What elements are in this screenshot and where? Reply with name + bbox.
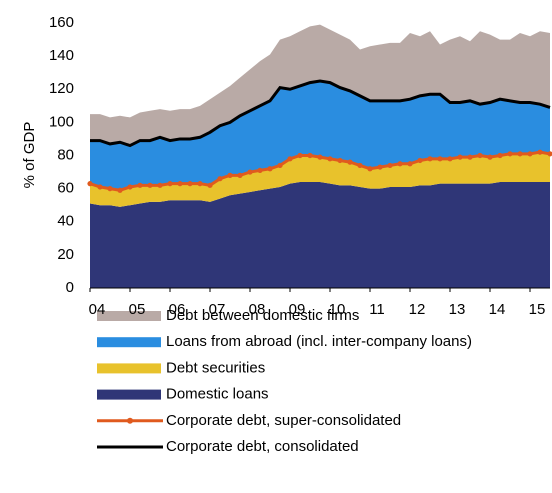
marker — [537, 149, 543, 155]
marker — [117, 187, 123, 193]
x-tick-label: 15 — [529, 301, 546, 318]
legend-label: Corporate debt, super-consolidated — [166, 412, 401, 429]
legend-label: Corporate debt, consolidated — [166, 438, 359, 455]
x-tick-label: 08 — [249, 301, 266, 318]
marker — [207, 182, 213, 188]
marker — [107, 186, 113, 192]
plot-area — [87, 24, 552, 288]
marker — [337, 157, 343, 164]
y-tick-label: 20 — [57, 246, 74, 263]
y-tick-label: 60 — [57, 180, 74, 197]
x-tick-label: 04 — [89, 301, 106, 318]
marker — [277, 162, 283, 169]
marker — [357, 162, 363, 169]
marker — [487, 154, 493, 160]
x-tick-label: 05 — [129, 301, 146, 318]
marker — [257, 167, 263, 174]
legend-swatch — [97, 389, 161, 400]
marker — [417, 157, 423, 164]
marker — [187, 181, 193, 187]
x-tick-label: 10 — [329, 301, 346, 318]
y-tick-label: 100 — [49, 113, 74, 130]
y-tick-label: 80 — [57, 146, 74, 163]
marker — [457, 154, 463, 160]
line — [90, 79, 551, 148]
area — [90, 152, 550, 207]
x-tick-label: 14 — [489, 301, 506, 318]
marker — [227, 172, 233, 178]
marker — [237, 172, 243, 178]
marker — [527, 151, 533, 157]
marker — [347, 159, 353, 165]
legend: Debt between domestic firms Loans from ab… — [97, 307, 472, 455]
legend-label: Domestic loans — [166, 386, 269, 403]
area — [90, 24, 550, 146]
marker — [517, 151, 523, 157]
x-tick-label: 12 — [409, 301, 426, 318]
marker — [547, 151, 552, 157]
marker — [387, 162, 393, 169]
marker — [97, 184, 103, 190]
legend-swatch — [97, 337, 161, 348]
area — [90, 80, 550, 191]
x-tick-label: 13 — [449, 301, 466, 318]
marker — [467, 154, 473, 160]
x-tick-label: 06 — [169, 301, 186, 318]
y-tick-label: 140 — [49, 47, 74, 64]
marker — [267, 166, 273, 172]
marker — [297, 152, 303, 159]
legend-label: Debt securities — [166, 359, 265, 376]
marker — [397, 161, 403, 167]
marker — [287, 156, 293, 162]
marker — [377, 164, 383, 170]
marker — [147, 182, 153, 188]
marker — [317, 154, 323, 160]
marker — [307, 152, 313, 159]
marker — [177, 181, 183, 187]
marker — [407, 161, 413, 167]
legend-swatch — [97, 363, 161, 374]
marker — [247, 169, 253, 175]
marker — [197, 181, 203, 187]
y-tick-label: 160 — [49, 14, 74, 31]
marker — [327, 156, 333, 162]
marker — [137, 182, 143, 188]
legend-marker — [127, 417, 133, 424]
marker — [127, 184, 133, 190]
y-tick-label: 40 — [57, 213, 74, 230]
marker — [497, 152, 503, 159]
y-tick-label: 0 — [66, 279, 74, 296]
legend-label: Loans from abroad (incl. inter-company l… — [166, 333, 472, 350]
marker — [167, 181, 173, 187]
y-axis-label: % of GDP — [21, 122, 38, 189]
x-tick-label: 07 — [209, 301, 226, 318]
marker — [87, 181, 93, 187]
x-tick-label: 09 — [289, 301, 306, 318]
legend-label: Debt between domestic firms — [166, 307, 359, 324]
y-tick-label: 120 — [49, 80, 74, 97]
marker — [437, 156, 443, 162]
x-tick-label: 11 — [369, 301, 385, 318]
marker — [157, 182, 163, 188]
marker — [217, 176, 223, 182]
marker — [367, 166, 373, 172]
marker — [477, 152, 483, 159]
marker — [447, 156, 453, 162]
legend-swatch — [97, 311, 161, 321]
area — [90, 182, 550, 288]
marker — [507, 151, 513, 157]
marker — [427, 156, 433, 162]
